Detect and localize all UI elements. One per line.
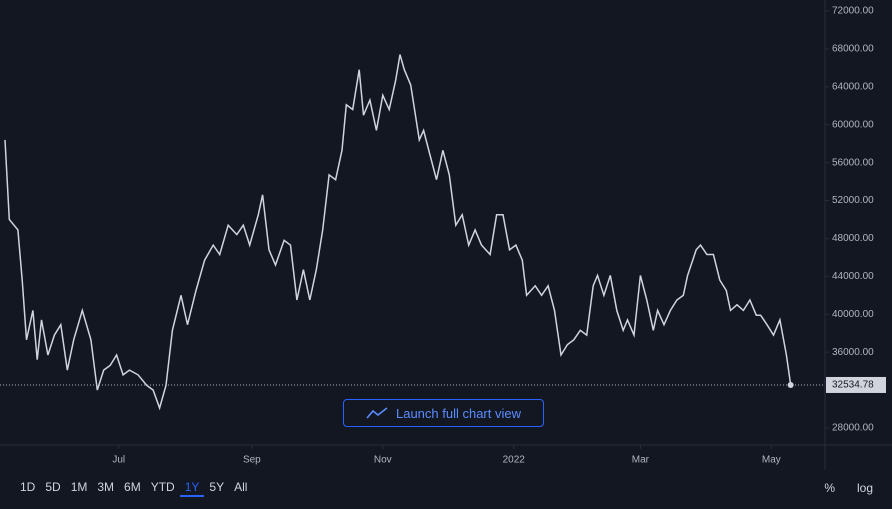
toolbar: 1D 5D 1M 3M 6M YTD 1Y 5Y All % log bbox=[0, 472, 892, 504]
x-tick-label: Sep bbox=[243, 455, 261, 466]
range-button[interactable]: 5Y bbox=[209, 479, 225, 494]
range-button[interactable]: 3M bbox=[97, 479, 115, 494]
y-tick-label: 36000.00 bbox=[832, 347, 874, 358]
x-tick-label: 2022 bbox=[503, 455, 526, 466]
range-button[interactable]: 5D bbox=[45, 479, 61, 494]
x-tick-label: May bbox=[762, 455, 781, 466]
scale-button[interactable]: log bbox=[856, 481, 873, 495]
y-tick-label: 64000.00 bbox=[832, 81, 874, 92]
range-button[interactable]: YTD bbox=[150, 479, 175, 494]
last-price-label: 32534.78 bbox=[832, 380, 874, 391]
range-button[interactable]: All bbox=[234, 479, 248, 494]
y-tick-label: 52000.00 bbox=[832, 195, 874, 206]
chart: 28000.0032000.0036000.0040000.0044000.00… bbox=[0, 0, 892, 470]
last-point bbox=[787, 381, 794, 388]
scale-buttons: % log bbox=[819, 481, 878, 495]
launch-button[interactable]: Launch full chart view bbox=[343, 399, 544, 427]
x-tick-label: Mar bbox=[632, 455, 650, 466]
launch-label: Launch full chart view bbox=[395, 405, 521, 421]
y-tick-label: 48000.00 bbox=[832, 233, 874, 244]
y-tick-label: 44000.00 bbox=[832, 271, 874, 282]
scale-button[interactable]: % bbox=[824, 481, 835, 495]
y-tick-label: 56000.00 bbox=[832, 157, 874, 168]
range-button[interactable]: 6M bbox=[124, 479, 141, 494]
price-line bbox=[4, 54, 792, 411]
y-tick-label: 40000.00 bbox=[832, 309, 874, 320]
range-buttons: 1D 5D 1M 3M 6M YTD 1Y 5Y All bbox=[15, 480, 252, 497]
y-tick-label: 28000.00 bbox=[832, 423, 874, 434]
range-button[interactable]: 1M bbox=[70, 479, 88, 494]
y-tick-label: 72000.00 bbox=[832, 6, 874, 17]
last-price-box bbox=[826, 376, 886, 393]
range-button[interactable]: 1D bbox=[20, 479, 36, 494]
y-tick-label: 60000.00 bbox=[832, 119, 874, 130]
y-tick-label: 68000.00 bbox=[832, 44, 874, 55]
range-button[interactable]: 1Y bbox=[179, 480, 205, 497]
x-tick-label: Nov bbox=[374, 455, 392, 466]
x-tick-label: Jul bbox=[112, 455, 125, 466]
launch-icon bbox=[366, 407, 388, 419]
